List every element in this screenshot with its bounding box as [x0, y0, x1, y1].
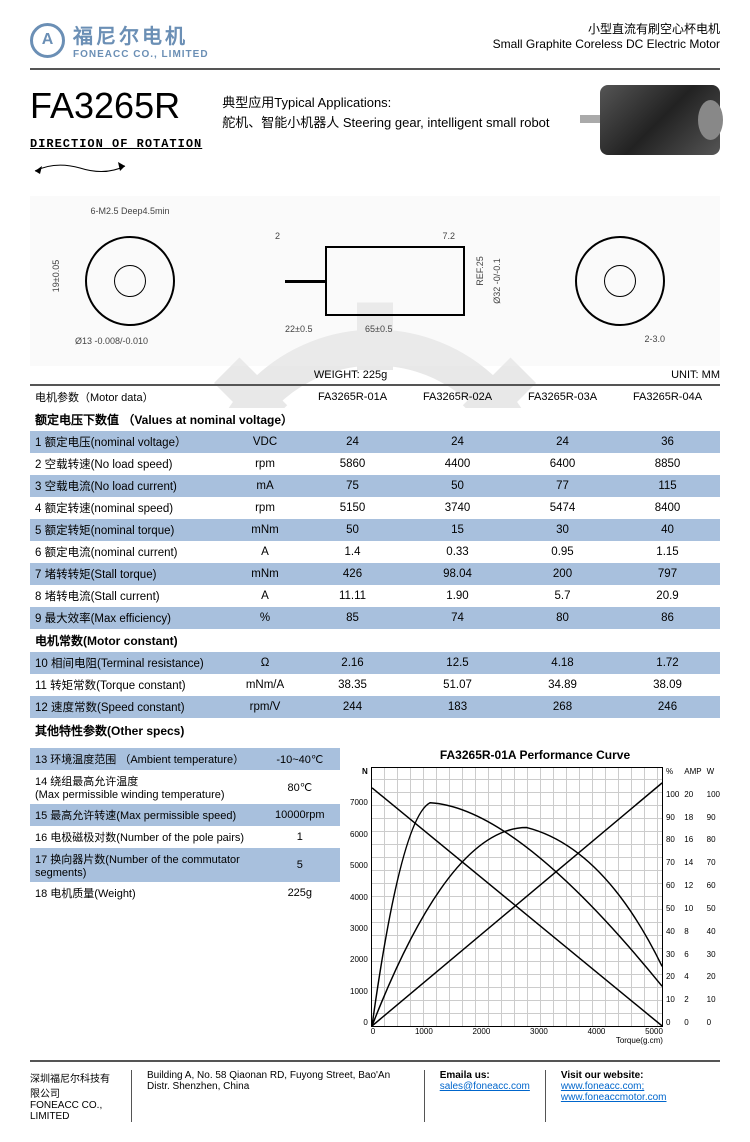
table-row: 14 绕组最高允许温度 (Max permissible winding tem…: [30, 770, 340, 804]
header-subtitle: 小型直流有刷空心杯电机 Small Graphite Coreless DC E…: [493, 20, 720, 51]
spec-table: 电机参数（Motor data）FA3265R-01AFA3265R-02AFA…: [30, 386, 720, 718]
table-meta: WEIGHT: 225gUNIT: MM: [30, 366, 720, 386]
table-row: 16 电极磁极对数(Number of the pole pairs)1: [30, 826, 340, 848]
table-row: 4 额定转速(nominal speed)rpm5150374054748400: [30, 497, 720, 519]
email-link[interactable]: sales@foneacc.com: [440, 1081, 530, 1092]
table-row: 10 相间电阻(Terminal resistance)Ω2.1612.54.1…: [30, 652, 720, 674]
company-name-en: FONEACC CO., LIMITED: [73, 49, 209, 60]
table-row: 8 堵转电流(Stall current)A11.111.905.720.9: [30, 585, 720, 607]
page-header: A 福尼尔电机 FONEACC CO., LIMITED 小型直流有刷空心杯电机…: [30, 20, 720, 70]
table-row: 17 换向器片数(Number of the commutator segmen…: [30, 848, 340, 882]
table-row: 1 额定电压(nominal voltage）VDC24242436: [30, 431, 720, 453]
website-link-2[interactable]: www.foneaccmotor.com: [561, 1092, 667, 1103]
logo: A 福尼尔电机 FONEACC CO., LIMITED: [30, 20, 209, 60]
table-header-row: 电机参数（Motor data）FA3265R-01AFA3265R-02AFA…: [30, 386, 720, 408]
table-row: 15 最高允许转速(Max permissible speed)10000rpm: [30, 804, 340, 826]
table-row: 5 额定转矩(nominal torque)mNm50153040: [30, 519, 720, 541]
technical-drawing: 6-M2.5 Deep4.5min 19±0.05 Ø13 -0.008/-0.…: [30, 196, 720, 366]
table-row: 18 电机质量(Weight)225g: [30, 882, 340, 904]
other-specs-table: 13 环境温度范围 （Ambient temperature）-10~40℃14…: [30, 748, 340, 904]
applications: 典型应用Typical Applications: 舵机、智能小机器人 Stee…: [222, 85, 580, 132]
model-number: FA3265R: [30, 85, 202, 127]
website-link-1[interactable]: www.foneacc.com;: [561, 1081, 644, 1092]
rotation-label: DIRECTION OF ROTATION: [30, 137, 202, 151]
performance-chart: FA3265R-01A Performance Curve N 70006000…: [350, 748, 720, 1045]
table-row: 3 空载电流(No load current)mA755077115: [30, 475, 720, 497]
motor-photo: [600, 85, 720, 155]
page-footer: 深圳福尼尔科技有限公司FONEACC CO., LIMITED Building…: [30, 1060, 720, 1122]
table-row: 7 堵转转矩(Stall torque)mNm42698.04200797: [30, 563, 720, 585]
section3-head: 其他特性参数(Other specs): [30, 718, 720, 743]
table-row: 6 额定电流(nominal current)A1.40.330.951.15: [30, 541, 720, 563]
table-row: 11 转矩常数(Torque constant)mNm/A38.3551.073…: [30, 674, 720, 696]
table-row: 12 速度常数(Speed constant)rpm/V244183268246: [30, 696, 720, 718]
logo-icon: A: [30, 23, 65, 58]
company-name-cn: 福尼尔电机: [73, 20, 209, 49]
table-row: 2 空载转速(No load speed)rpm5860440064008850: [30, 453, 720, 475]
rotation-arrow-icon: [30, 156, 130, 181]
table-row: 13 环境温度范围 （Ambient temperature）-10~40℃: [30, 748, 340, 770]
table-row: 9 最大效率(Max efficiency)%85748086: [30, 607, 720, 629]
